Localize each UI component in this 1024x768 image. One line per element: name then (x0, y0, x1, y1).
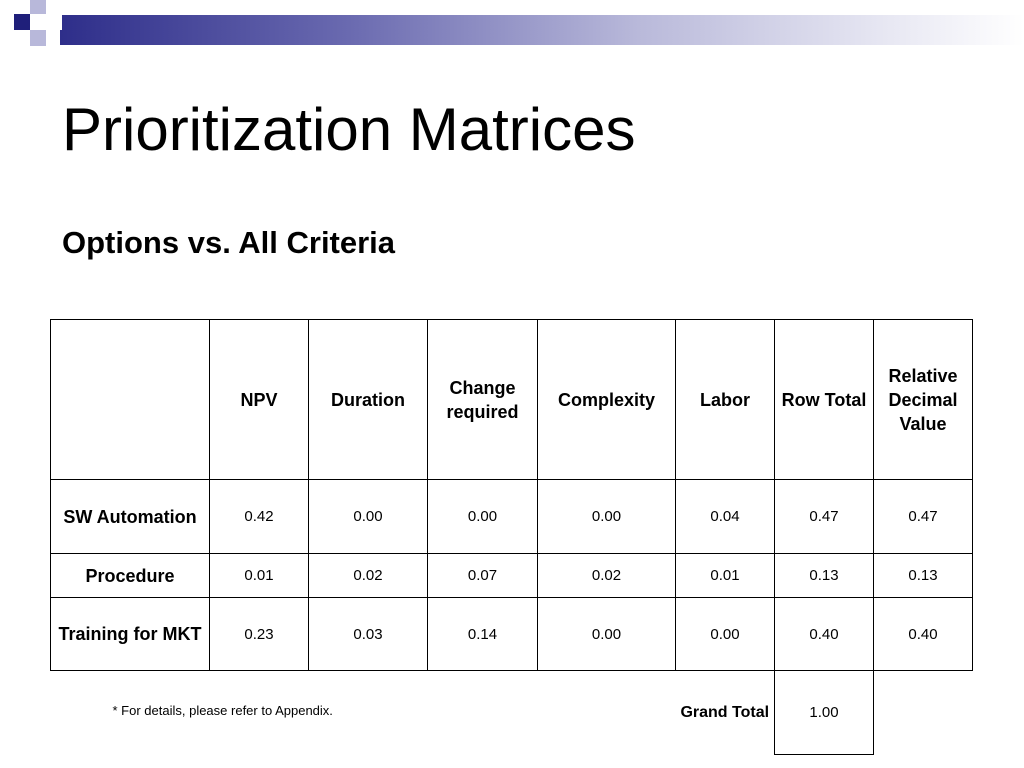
table-cell: 0.14 (427, 597, 538, 671)
table-cell: 0.07 (427, 553, 538, 598)
table-cell: 0.42 (209, 479, 309, 554)
header-gradient-band (60, 15, 1024, 45)
header-cell: Row Total (774, 319, 874, 480)
decor-square (14, 14, 30, 30)
decor-square (14, 30, 30, 46)
header-decoration (0, 0, 1024, 64)
slide-subtitle: Options vs. All Criteria (62, 225, 396, 260)
table-cell: 0.00 (675, 597, 775, 671)
row-label: SW Automation (50, 479, 210, 554)
decor-square (30, 30, 46, 46)
footnote: * For details, please refer to Appendix. (112, 703, 333, 718)
table-cell: 0.01 (675, 553, 775, 598)
row-label: Training for MKT (50, 597, 210, 671)
footnote-area: * For details, please refer to Appendix. (51, 671, 676, 755)
header-cell: Relative Decimal Value (873, 319, 973, 480)
table-cell: 0.02 (308, 553, 428, 598)
decor-square (30, 0, 46, 14)
header-cell: Duration (308, 319, 428, 480)
table-cell: 0.00 (308, 479, 428, 554)
empty-cell (874, 671, 973, 755)
table-cell: 0.00 (537, 479, 676, 554)
table-cell: 0.00 (537, 597, 676, 671)
table-cell: 0.13 (873, 553, 973, 598)
header-cell: Labor (675, 319, 775, 480)
grand-total-label: Grand Total (680, 704, 770, 722)
header-cell: Complexity (537, 319, 676, 480)
header-cell: NPV (209, 319, 309, 480)
table-cell: 0.02 (537, 553, 676, 598)
grand-total-value: 1.00 (774, 670, 874, 755)
decor-square (46, 14, 62, 30)
table-cell: 0.40 (873, 597, 973, 671)
row-label: Procedure (50, 553, 210, 598)
table-cell: 0.23 (209, 597, 309, 671)
table-cell: 0.04 (675, 479, 775, 554)
table-cell: 0.47 (873, 479, 973, 554)
prioritization-matrix-table: NPV Duration Change required Complexity … (50, 319, 973, 755)
table-cell: 0.03 (308, 597, 428, 671)
table-cell: 0.13 (774, 553, 874, 598)
table-cell: 0.47 (774, 479, 874, 554)
header-cell: Change required (427, 319, 538, 480)
grand-total-row: * For details, please refer to Appendix.… (51, 670, 973, 755)
decor-square (46, 0, 62, 14)
table-cell: 0.00 (427, 479, 538, 554)
table-row: Procedure 0.01 0.02 0.07 0.02 0.01 0.13 … (50, 553, 973, 598)
table-header-row: NPV Duration Change required Complexity … (50, 319, 973, 480)
table-cell: 0.40 (774, 597, 874, 671)
header-cell (50, 319, 210, 480)
table-row: SW Automation 0.42 0.00 0.00 0.00 0.04 0… (50, 479, 973, 554)
table-cell: 0.01 (209, 553, 309, 598)
slide-title: Prioritization Matrices (62, 96, 636, 163)
table-row: Training for MKT 0.23 0.03 0.14 0.00 0.0… (50, 597, 973, 671)
